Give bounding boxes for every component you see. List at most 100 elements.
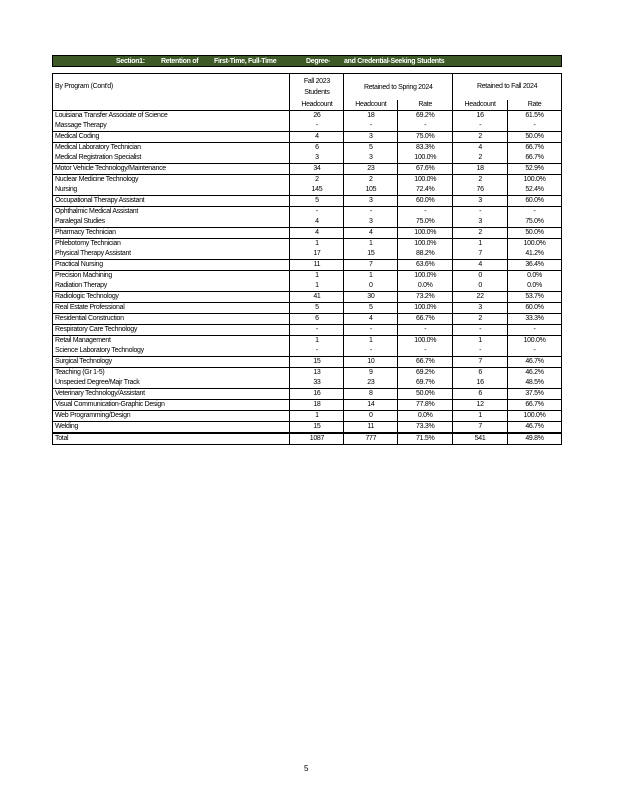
program-name: Medical Laboratory Technician <box>52 142 290 153</box>
cell-value: 30 <box>343 291 398 303</box>
cell-value: 34 <box>289 163 344 175</box>
cell-value: - <box>343 346 398 357</box>
cell-value: 2 <box>452 131 508 143</box>
cell-value: 67.6% <box>397 163 453 175</box>
col-rate: Rate <box>397 100 453 111</box>
program-name: Pharmacy Technician <box>52 227 290 239</box>
cell-value: 100.0% <box>397 227 453 239</box>
table-row: Veterinary Technology/Assistant 16 8 50.0% 6… <box>52 388 562 400</box>
cell-value: 5 <box>343 302 398 314</box>
cell-value: 1 <box>343 238 398 249</box>
cell-value: - <box>507 121 562 132</box>
cell-value: 4 <box>452 142 508 153</box>
cell-value: 6 <box>289 142 344 153</box>
cell-value: 9 <box>343 367 398 378</box>
table-row: Ophthalmic Medical Assistant - - - - - <box>52 206 562 217</box>
cell-value: 0 <box>343 410 398 422</box>
cell-value: 15 <box>289 356 344 368</box>
cell-value: 8 <box>343 388 398 400</box>
cell-value: 100.0% <box>397 270 453 281</box>
cell-value: 4 <box>452 259 508 271</box>
cell-value: 60.0% <box>397 195 453 207</box>
cell-value: - <box>452 324 508 336</box>
cell-value: 16 <box>289 388 344 400</box>
program-name: Radiologic Technology <box>52 291 290 303</box>
cell-value: 7 <box>452 249 508 260</box>
cell-value: 0 <box>343 281 398 292</box>
table-row: Massage Therapy - - - - - <box>53 121 562 132</box>
program-name: Precision Machining <box>52 270 290 281</box>
cell-value: 49.8% <box>507 432 562 445</box>
table-row: Motor Vehicle Technology/Maintenance 34 23… <box>52 163 562 175</box>
table-row: Medical Coding 4 3 75.0% 2 50.0% <box>52 131 562 143</box>
cell-value: 69.2% <box>397 110 453 121</box>
cell-value: 777 <box>343 432 398 445</box>
cell-value: 100.0% <box>397 238 453 249</box>
cell-value: 0.0% <box>507 281 562 292</box>
cell-value: 13 <box>289 367 344 378</box>
table-row: Nursing 145 105 72.4% 76 52.4% <box>53 185 562 196</box>
cell-value: 1 <box>289 335 344 346</box>
cell-value: 14 <box>343 399 398 411</box>
cell-value: 1 <box>289 281 344 292</box>
cell-value: 83.3% <box>397 142 453 153</box>
cell-value: 75.0% <box>397 217 453 228</box>
cell-value: 23 <box>343 163 398 175</box>
table-row: Paralegal Studies 4 3 75.0% 3 75.0% <box>53 217 562 228</box>
retention-table: By Program (Cont'd) Fall 2023 Students R… <box>52 73 562 445</box>
table-row: Retail Management 1 1 100.0% 1 100.0% <box>52 335 562 346</box>
cell-value: - <box>289 206 344 217</box>
cell-value: - <box>289 324 344 336</box>
table-row: Real Estate Professional 5 5 100.0% 3 60.0% <box>52 302 562 314</box>
program-name: Practical Nursing <box>52 259 290 271</box>
cell-value: 16 <box>452 110 508 121</box>
cell-value: 4 <box>343 313 398 325</box>
cell-value: 46.7% <box>507 356 562 368</box>
cell-value: 3 <box>343 195 398 207</box>
cell-value: 541 <box>452 432 508 445</box>
cell-value: 100.0% <box>397 335 453 346</box>
cell-value: 50.0% <box>397 388 453 400</box>
cell-value: 46.7% <box>507 421 562 433</box>
program-name: Physical Therapy Assistant <box>55 250 131 257</box>
cell-value: 3 <box>343 153 398 164</box>
cell-value: 6 <box>452 388 508 400</box>
program-name: Medical Registration Specialist <box>55 154 142 161</box>
cell-value: 5 <box>289 302 344 314</box>
cell-value: - <box>507 346 562 357</box>
table-row: Unspecied Degree/Majr Track 33 23 69.7% 16 48… <box>53 378 562 389</box>
table-row: Surgical Technology 15 10 66.7% 7 46.7% <box>52 356 562 368</box>
cell-value: 71.5% <box>397 432 453 445</box>
program-name: Web Programming/Design <box>52 410 290 422</box>
program-name: Retail Management <box>52 335 290 346</box>
program-name: Ophthalmic Medical Assistant <box>52 206 290 217</box>
banner-text: Retention of <box>161 57 199 65</box>
program-name: Residential Construction <box>52 313 290 325</box>
table-row: Radiation Therapy 1 0 0.0% 0 0.0% <box>53 281 562 292</box>
table-row: Nuclear Medicine Technology 2 2 100.0% 2 100.… <box>52 174 562 185</box>
cell-value: 18 <box>343 110 398 121</box>
program-name: Total <box>52 432 290 445</box>
cell-value: 6 <box>289 313 344 325</box>
cell-value: 2 <box>343 174 398 185</box>
cell-value: 2 <box>452 153 508 164</box>
cell-value: - <box>343 121 398 132</box>
cell-value: 15 <box>343 249 398 260</box>
cell-value: 36.4% <box>507 259 562 271</box>
cell-value: 2 <box>452 313 508 325</box>
cell-value: 100.0% <box>397 302 453 314</box>
cell-value: 2 <box>289 174 344 185</box>
program-name: Nuclear Medicine Technology <box>52 174 290 185</box>
cell-value: 46.2% <box>507 367 562 378</box>
cell-value: 76 <box>452 185 508 196</box>
col-headcount: Headcount <box>289 100 344 111</box>
cell-value: - <box>397 206 453 217</box>
cell-value: 69.2% <box>397 367 453 378</box>
cell-value: 4 <box>289 131 344 143</box>
table-row: Louisiana Transfer Associate of Science 2… <box>52 110 562 121</box>
cell-value: 48.5% <box>507 378 562 389</box>
cell-value: 1 <box>343 270 398 281</box>
cell-value: 66.7% <box>507 399 562 411</box>
cell-value: - <box>289 346 344 357</box>
